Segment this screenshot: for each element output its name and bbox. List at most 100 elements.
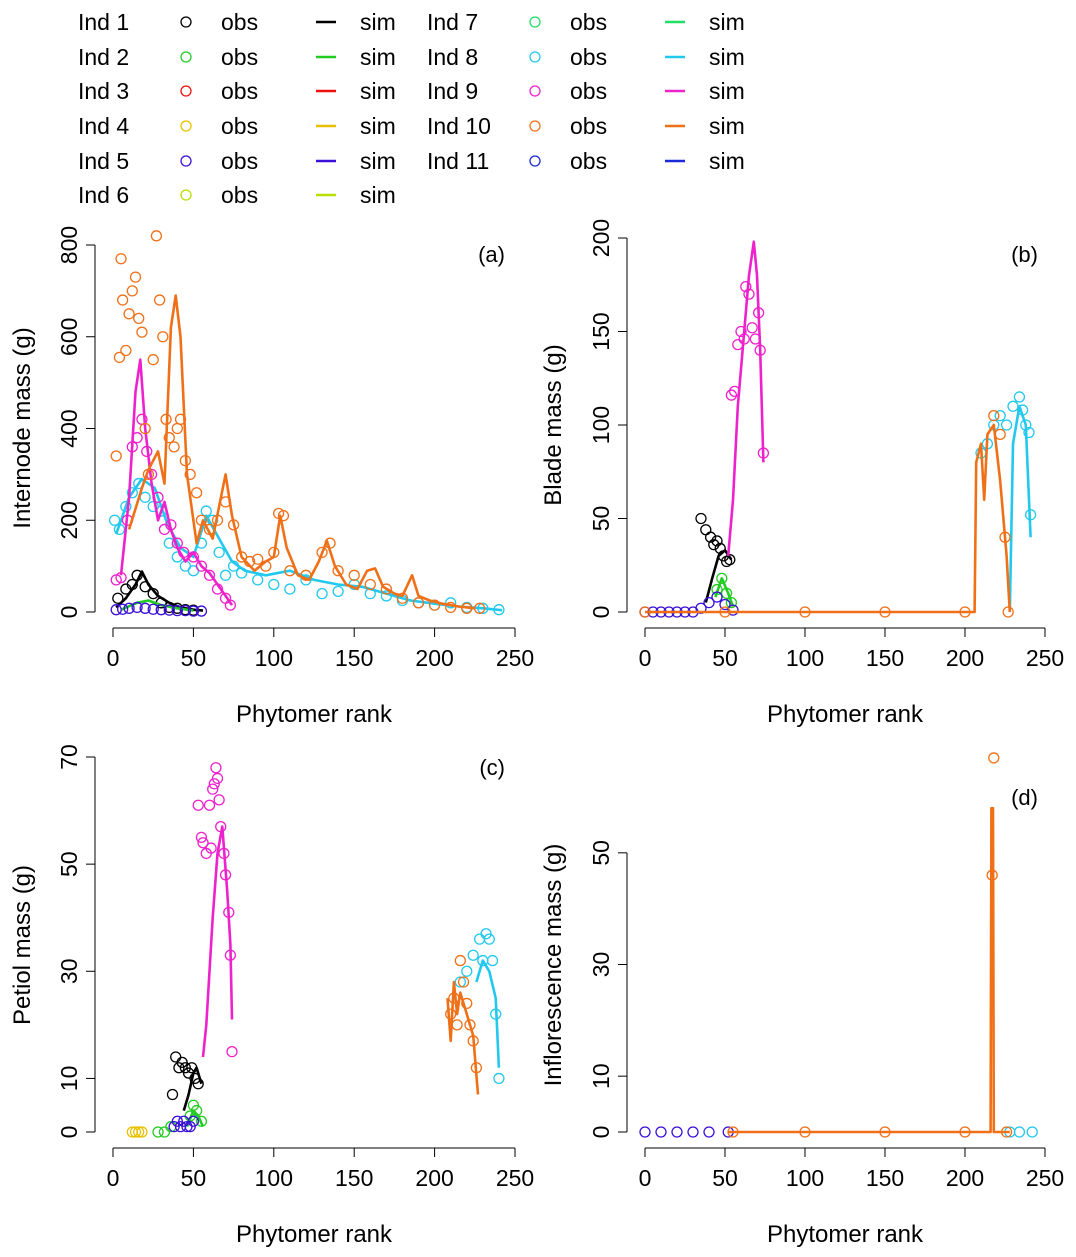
series-ind-10-sim	[728, 806, 1010, 1134]
x-tick-label: 50	[712, 645, 738, 671]
legend-label: Ind 6	[78, 182, 129, 208]
y-tick-label: 0	[56, 1126, 82, 1139]
obs-point	[213, 546, 225, 559]
obs-point	[129, 271, 142, 283]
obs-point	[316, 588, 328, 600]
series-ind-10-sim	[127, 294, 475, 610]
obs-point	[332, 565, 344, 577]
legend-entry: Ind 9 obs sim	[427, 78, 745, 104]
legend-sim-label: sim	[709, 44, 745, 70]
x-tick-label: 0	[107, 1165, 120, 1191]
obs-point	[213, 794, 225, 806]
y-tick-label: 150	[588, 312, 614, 350]
obs-point	[110, 604, 122, 616]
obs-point	[224, 599, 237, 611]
sim-line	[446, 980, 480, 1095]
legend-label: Ind 1	[78, 9, 129, 35]
legend-obs-marker	[180, 85, 192, 97]
obs-point	[120, 500, 132, 513]
legend-obs-marker	[180, 51, 192, 63]
legend-obs-label: obs	[221, 148, 258, 174]
obs-point	[284, 583, 296, 595]
obs-point	[252, 574, 264, 586]
legend-label: Ind 11	[427, 148, 489, 174]
y-tick-label: 200	[588, 219, 614, 257]
obs-point	[483, 933, 495, 945]
x-axis-label: Phytomer rank	[767, 701, 924, 728]
series-ind-9-sim	[119, 358, 234, 606]
obs-point	[687, 1126, 699, 1138]
series-ind-5-obs	[168, 1115, 200, 1133]
series-ind-2-sim	[185, 1109, 205, 1128]
legend-sim-label: sim	[360, 148, 396, 174]
x-tick-label: 200	[946, 1165, 984, 1191]
x-tick-label: 50	[181, 1165, 207, 1191]
obs-point	[473, 933, 486, 945]
legend-sim-label: sim	[709, 148, 745, 174]
obs-point	[708, 539, 720, 551]
obs-point	[1002, 606, 1014, 618]
obs-point	[746, 322, 758, 334]
legend-entry: Ind 10 obs sim	[427, 113, 745, 139]
obs-point	[133, 312, 145, 325]
series-ind-4-obs	[126, 1126, 148, 1138]
obs-point	[486, 954, 499, 967]
obs-point	[131, 601, 143, 614]
obs-point	[205, 842, 217, 854]
obs-point	[457, 976, 470, 988]
panel-label: (d)	[1011, 785, 1038, 810]
y-tick-label: 70	[56, 744, 82, 770]
x-tick-label: 100	[786, 645, 824, 671]
series-ind-9-sim	[726, 240, 765, 557]
series-ind-10-obs	[727, 752, 1013, 1138]
legend-obs-label: obs	[570, 9, 607, 35]
sim-line	[119, 358, 234, 606]
obs-point	[725, 597, 738, 609]
legend-label: Ind 4	[78, 113, 129, 139]
obs-point	[126, 285, 138, 297]
y-tick-label: 100	[588, 406, 614, 444]
obs-point	[1023, 426, 1035, 439]
series-ind-8-sim	[1008, 405, 1032, 613]
obs-point	[163, 432, 175, 444]
legend-entry: Ind 1 obs sim	[78, 9, 396, 35]
legend-entry: Ind 6 obs sim	[78, 182, 396, 208]
obs-point	[493, 1072, 505, 1085]
x-axis-label: Phytomer rank	[236, 701, 393, 728]
series-ind-8-sim	[475, 959, 501, 1068]
legend-sim-label: sim	[709, 78, 745, 104]
obs-point	[157, 331, 169, 343]
obs-point	[195, 831, 208, 844]
obs-point	[695, 512, 707, 525]
legend-entry: Ind 4 obs sim	[78, 113, 396, 139]
obs-point	[129, 1126, 142, 1138]
obs-point	[704, 531, 717, 543]
panel-label: (a)	[478, 242, 505, 267]
y-tick-label: 600	[56, 318, 82, 356]
x-tick-label: 0	[639, 1165, 652, 1191]
series-ind-10-sim	[645, 423, 1012, 614]
legend-label: Ind 5	[78, 148, 129, 174]
obs-point	[197, 837, 209, 849]
legend-obs-label: obs	[570, 78, 607, 104]
obs-point	[454, 954, 466, 967]
legend-obs-marker	[180, 189, 192, 201]
y-tick-label: 200	[56, 501, 82, 539]
obs-point	[150, 230, 163, 242]
obs-point	[192, 1078, 204, 1090]
legend-entry: Ind 8 obs sim	[427, 44, 745, 70]
y-tick-label: 50	[588, 506, 614, 532]
obs-point	[187, 605, 200, 617]
y-tick-label: 800	[56, 226, 82, 264]
obs-point	[211, 772, 224, 785]
legend-sim-label: sim	[360, 44, 396, 70]
series-ind-1-obs	[166, 1051, 204, 1101]
y-tick-label: 0	[588, 1126, 614, 1139]
legend-entry: Ind 3 obs sim	[78, 78, 396, 104]
y-tick-label: 30	[56, 958, 82, 984]
legend-obs-marker	[529, 51, 541, 63]
legend-entry: Ind 5 obs sim	[78, 148, 396, 174]
y-axis-label: Petiol mass (g)	[9, 865, 36, 1025]
